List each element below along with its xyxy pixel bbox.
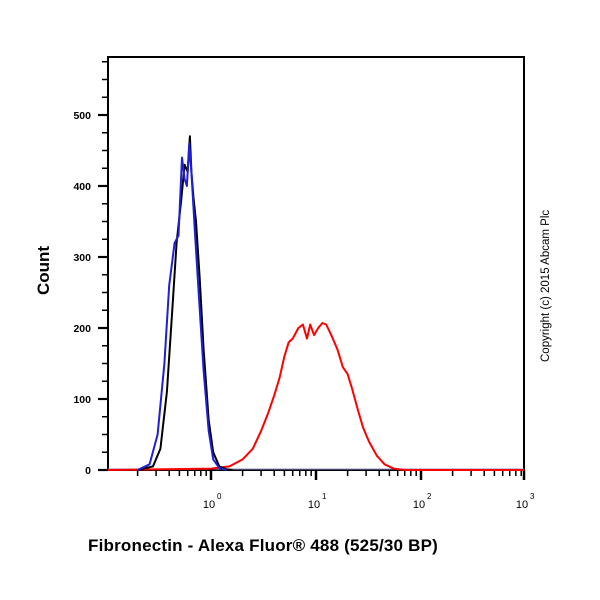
y-tick-label: 100: [73, 394, 91, 406]
copyright-annotation: Copyright (c) 2015 Abcam Plc: [540, 209, 552, 362]
y-tick-label: 200: [73, 323, 91, 335]
histogram-series: [107, 135, 524, 471]
x-tick-label: 101: [308, 492, 327, 511]
x-axis-label: Fibronectin - Alexa Fluor® 488 (525/30 B…: [88, 536, 439, 555]
x-tick-label: 102: [413, 492, 432, 511]
svg-text:10: 10: [413, 499, 425, 511]
y-tick-label: 300: [73, 252, 91, 264]
y-tick-label: 0: [85, 465, 91, 477]
y-axis-label: Count: [34, 245, 53, 295]
svg-text:3: 3: [530, 492, 535, 501]
y-axis-ticks: 0 100 200 300 400 500: [73, 61, 108, 477]
isotype-control-curve: [137, 142, 227, 471]
svg-text:0: 0: [217, 492, 222, 501]
x-tick-label: 100: [203, 492, 222, 511]
y-tick-label: 400: [73, 181, 91, 193]
x-tick-label: 103: [516, 492, 535, 511]
plot-frame: [107, 56, 525, 471]
fibronectin-antibody-curve: [107, 322, 524, 471]
svg-text:1: 1: [322, 492, 327, 501]
y-tick-label: 500: [73, 110, 91, 122]
svg-text:10: 10: [308, 499, 320, 511]
svg-text:10: 10: [516, 499, 528, 511]
svg-text:10: 10: [203, 499, 215, 511]
svg-text:2: 2: [427, 492, 432, 501]
